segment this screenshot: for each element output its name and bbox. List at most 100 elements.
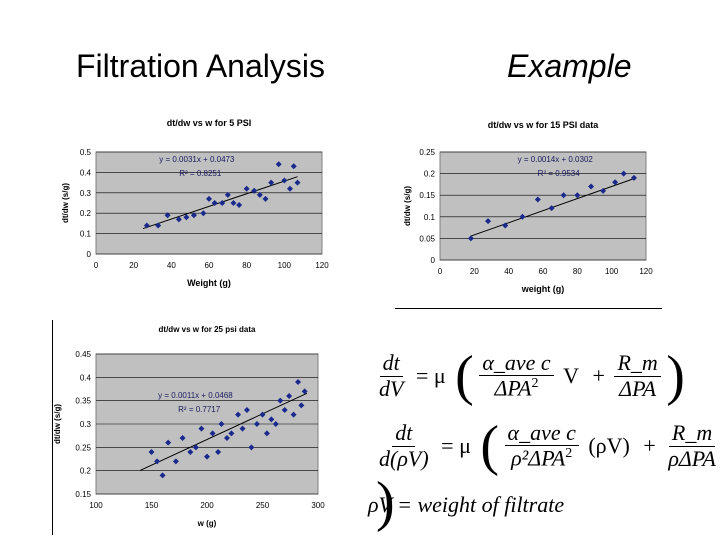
data-point [218,421,225,427]
data-point [248,444,255,451]
eq1-equals-mu: = μ [415,363,446,388]
data-point [175,216,182,223]
data-point [243,407,250,413]
data-point [183,214,190,221]
eq1-lhs-den: dV [379,375,404,401]
x-tick-label: 300 [311,501,325,510]
y-tick-label: 0.3 [80,420,92,429]
data-point [243,185,250,192]
data-point [253,421,260,427]
trend-equation: y = 0.0031x + 0.0473 [159,155,235,164]
eq1-lhs-num: dt [379,351,403,377]
slide-title: Filtration Analysis [76,48,325,84]
y-tick-label: 0.15 [75,490,91,499]
chart-title: dt/dw vs w for 15 PSI data [488,120,600,130]
data-point [263,430,270,437]
equation-1: dt dV = μ ( α_ave c ΔPA2 V + R_m ΔPA ) [376,348,685,404]
y-tick-label: 0.1 [80,230,92,239]
y-tick-label: 0.2 [80,209,92,218]
x-axis-label: w (g) [197,519,217,528]
chart-frame-line [52,320,53,535]
data-point [230,200,237,206]
data-point [630,174,637,181]
x-tick-label: 60 [205,261,214,270]
y-tick-label: 0 [431,256,436,265]
data-point [256,191,263,198]
x-tick-label: 120 [315,261,329,270]
y-tick-label: 0.45 [75,350,91,359]
x-tick-label: 100 [278,261,292,270]
data-point [259,411,266,418]
eq1-var: V [563,363,580,388]
x-tick-label: 40 [167,261,176,270]
data-point [301,388,308,395]
y-tick-label: 0.1 [424,213,436,222]
data-point [560,192,567,199]
data-point [467,235,474,242]
plot-area [95,151,323,255]
data-point [165,439,172,446]
data-point [612,179,619,186]
data-point [502,222,509,229]
eq2-lhs-den: d(ρV) [379,445,429,471]
data-point [286,393,293,399]
eq1-f1-exp: 2 [531,376,539,392]
x-tick-label: 80 [242,261,251,270]
eq1-open-paren: ( [455,345,474,407]
data-point [277,397,284,404]
y-tick-label: 0 [87,250,92,259]
eq2-f2-den: ρΔPA [668,445,716,471]
data-point [239,425,246,432]
data-point [204,453,210,460]
r-squared: R² = 0.8251 [179,169,222,178]
data-point [294,179,301,186]
x-tick-label: 0 [438,267,443,276]
data-point [600,187,607,194]
data-point [519,213,526,220]
eq2-var: (ρV) [588,433,630,458]
y-tick-label: 0.05 [419,234,435,243]
x-tick-label: 150 [145,501,159,510]
chart-title: dt/dw vs w for 25 psi data [159,325,256,334]
eq2-lhs-num: dt [392,421,416,447]
x-tick-label: 250 [256,501,270,510]
data-point [159,472,166,479]
data-point [148,449,155,455]
data-point [620,170,627,177]
data-point [281,407,288,413]
separator-line [395,308,662,309]
data-point [154,458,161,465]
x-tick-label: 20 [129,261,138,270]
data-point [286,185,293,192]
chart-15psi: dt/dw vs w for 15 PSI data 0 0.05 0.1 0.15 0.… [403,120,653,294]
eq2-close-paren: ) [376,471,395,533]
data-point [223,435,230,441]
data-point [164,212,171,219]
data-point [215,449,222,455]
data-point [190,212,197,219]
y-axis-label: dt/dw (s/g) [403,186,412,226]
slide-subtitle: Example [507,48,632,84]
data-point [143,222,150,229]
data-point [236,202,243,209]
data-point [251,187,258,194]
r-squared: R² = 0.7717 [178,405,221,414]
y-axis-label: dt/dw (s/g) [61,183,70,223]
plot-area [439,151,647,261]
eq2-open-paren: ( [480,415,500,477]
data-point [209,430,216,437]
y-tick-label: 0.15 [419,191,435,200]
chart-title: dt/dw vs w for 5 PSI [167,118,252,128]
eq1-plus: + [592,363,605,388]
x-tick-label: 100 [605,267,619,276]
x-axis-label: Weight (g) [187,278,231,288]
data-point [172,458,179,465]
y-tick-label: 0.4 [80,168,92,177]
eq2-equals-mu: = μ [441,433,471,458]
data-point [485,218,492,225]
data-point [200,210,207,217]
data-point [290,163,297,170]
data-point [275,161,282,168]
data-point [290,411,297,418]
x-tick-label: 100 [89,501,103,510]
